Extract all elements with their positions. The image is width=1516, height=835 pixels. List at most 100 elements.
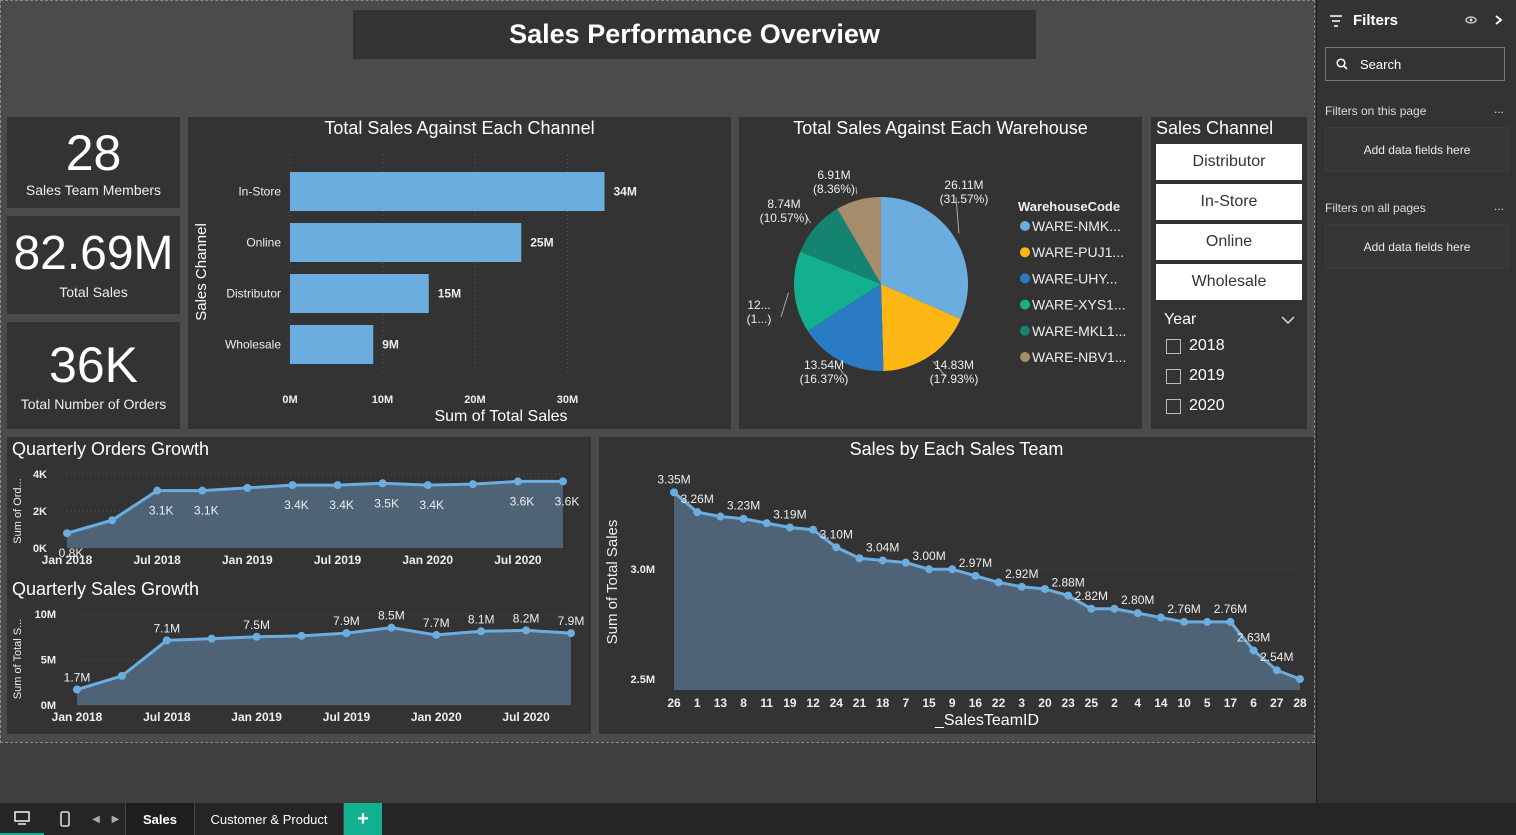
- slice-percent-label: (16.37%): [800, 372, 849, 386]
- data-label: 3.10M: [820, 527, 853, 541]
- more-options-icon[interactable]: ...: [1493, 102, 1504, 116]
- search-icon: [1336, 58, 1348, 70]
- data-point: [1110, 604, 1119, 613]
- eye-icon[interactable]: [1465, 15, 1477, 25]
- bar: [290, 172, 605, 211]
- pie-slice: [807, 284, 884, 371]
- category-label: In-Store: [238, 185, 281, 199]
- data-label: 8.1M: [468, 612, 495, 626]
- report-canvas: Sales Performance Overview 28 Sales Team…: [0, 0, 1314, 742]
- more-options-icon[interactable]: ...: [1493, 199, 1504, 213]
- y-tick-label: 5M: [41, 655, 56, 667]
- x-tick-label: 9: [949, 696, 956, 710]
- year-option-2019[interactable]: 2019: [1166, 367, 1225, 385]
- kpi-card-team-members[interactable]: 28 Sales Team Members: [7, 117, 180, 208]
- data-point: [1040, 584, 1049, 593]
- legend-label: WARE-NBV1...: [1032, 349, 1126, 365]
- data-label: 15M: [438, 287, 461, 301]
- x-tick-label: 14: [1154, 696, 1168, 710]
- add-data-fields-this-page[interactable]: Add data fields here: [1325, 127, 1509, 172]
- year-label: 2018: [1189, 337, 1225, 354]
- data-point: [117, 671, 126, 680]
- data-point: [670, 488, 678, 497]
- x-tick-label: 11: [760, 696, 773, 710]
- data-label: 2.80M: [1121, 593, 1154, 607]
- year-slicer-title: Year: [1164, 311, 1197, 328]
- area-fill: [77, 627, 571, 705]
- channel-bar-chart-panel[interactable]: Total Sales Against Each Channel 0M 10M 20…: [188, 117, 731, 429]
- x-tick-label: 26: [667, 696, 681, 710]
- x-tick-label: 6: [1250, 696, 1257, 710]
- data-point: [567, 629, 575, 638]
- year-option-2018[interactable]: 2018: [1166, 337, 1225, 355]
- slicer-option-in-store[interactable]: In-Store: [1156, 184, 1302, 220]
- pie-slice: [881, 284, 961, 371]
- data-label: 2.76M: [1167, 602, 1200, 616]
- y-tick-label: 4K: [33, 469, 47, 481]
- mobile-view-button[interactable]: [44, 803, 86, 835]
- warehouse-pie-chart: 26.11M(31.57%) 14.83M(17.93%) 13.54M(16.37…: [747, 168, 1127, 386]
- add-data-fields-all-pages[interactable]: Add data fields here: [1325, 224, 1509, 269]
- data-label: 3.19M: [773, 508, 806, 522]
- checkbox[interactable]: [1166, 368, 1181, 384]
- leader-line: [855, 186, 858, 195]
- quarterly-growth-panel[interactable]: Quarterly Orders Growth 0K 2K 4K 0.8K 3.1K 3.…: [7, 437, 591, 734]
- data-label: 9M: [382, 338, 399, 352]
- checkbox[interactable]: [1166, 398, 1181, 414]
- x-tick-label: 24: [830, 696, 844, 710]
- data-point: [901, 558, 910, 567]
- x-tick-label: Jul 2019: [314, 553, 362, 567]
- data-label: 3.6K: [510, 494, 535, 508]
- slicer-option-wholesale[interactable]: Wholesale: [1156, 264, 1302, 300]
- collapse-pane-icon[interactable]: [1495, 15, 1503, 25]
- slicer-option-online[interactable]: Online: [1156, 224, 1302, 260]
- slicer-option-distributor[interactable]: Distributor: [1156, 144, 1302, 180]
- x-tick-label: 1: [694, 696, 701, 710]
- desktop-view-button[interactable]: [0, 803, 44, 835]
- kpi-card-total-orders[interactable]: 36K Total Number of Orders: [7, 322, 180, 429]
- x-tick-label: 17: [1224, 696, 1238, 710]
- x-tick-label: 28: [1293, 696, 1307, 710]
- warehouse-pie-chart-panel[interactable]: Total Sales Against Each Warehouse 26.11…: [739, 117, 1142, 429]
- sales-team-chart-panel[interactable]: Sales by Each Sales Team 3.0M 2.5M 3.35M 3.…: [599, 437, 1314, 734]
- legend-marker: [1020, 352, 1030, 362]
- data-point: [762, 519, 771, 528]
- data-point: [108, 516, 117, 525]
- slice-value-label: 6.91M: [817, 168, 850, 182]
- chart-title: Total Sales Against Each Warehouse: [793, 118, 1088, 138]
- checkbox[interactable]: [1166, 338, 1181, 354]
- data-point: [1133, 609, 1142, 618]
- data-point: [809, 525, 818, 534]
- data-point: [948, 565, 957, 574]
- area-fill: [674, 492, 1300, 690]
- x-tick-label: 7: [903, 696, 910, 710]
- data-label: 7.9M: [333, 614, 360, 628]
- data-point: [63, 529, 71, 538]
- sales-channel-slicer: Sales Channel Distributor In-Store Onlin…: [1151, 117, 1307, 429]
- series-line: [66, 479, 563, 535]
- y-axis-title: Sum of Ord...: [12, 478, 24, 543]
- tab-scroll-right-icon[interactable]: ▶: [106, 803, 126, 835]
- filters-all-pages-label: Filters on all pages: [1325, 201, 1426, 215]
- series-line: [76, 626, 572, 691]
- x-tick-label: 20: [1038, 696, 1052, 710]
- data-label: 3.00M: [912, 549, 945, 563]
- add-page-button[interactable]: +: [344, 803, 382, 835]
- chevron-down-icon[interactable]: [1281, 315, 1295, 325]
- filter-search-input[interactable]: Search: [1325, 47, 1505, 81]
- leader-line: [780, 292, 789, 318]
- x-tick-label: 13: [714, 696, 728, 710]
- x-tick-label: Jan 2018: [42, 553, 93, 567]
- data-label: 3.1K: [194, 504, 219, 518]
- kpi-card-total-sales[interactable]: 82.69M Total Sales: [7, 216, 180, 314]
- x-tick-label: 2: [1111, 696, 1118, 710]
- year-label: 2019: [1189, 367, 1225, 384]
- legend-label: WARE-MKL1...: [1032, 323, 1126, 339]
- data-point: [162, 636, 171, 645]
- data-point: [252, 632, 261, 641]
- tab-scroll-left-icon[interactable]: ◀: [92, 813, 100, 825]
- tab-customer-product[interactable]: Customer & Product: [194, 803, 344, 835]
- x-tick-label: 8: [740, 696, 747, 710]
- year-option-2020[interactable]: 2020: [1166, 397, 1225, 415]
- tab-sales[interactable]: Sales: [126, 803, 194, 835]
